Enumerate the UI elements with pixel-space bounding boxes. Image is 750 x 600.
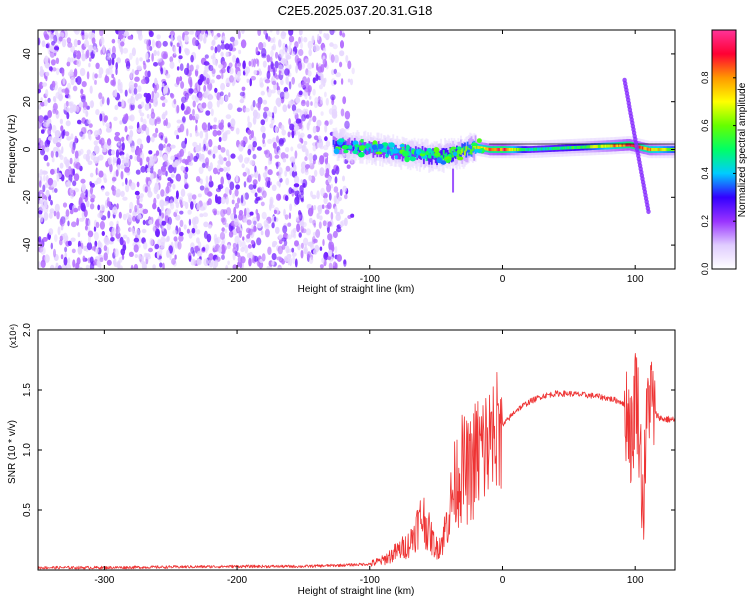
y-tick-label: 40: [22, 48, 33, 60]
y-tick-label: 0: [22, 146, 33, 152]
spectrogram-y-ticks: -40 -20 0 20 40: [22, 48, 675, 252]
snr-frame: [37, 329, 676, 571]
signal-ridge: [332, 127, 675, 173]
colorbar-gradient: [711, 29, 737, 270]
y-tick-label: 0.5: [22, 503, 33, 517]
spectrogram-y-label: Frequency (Hz): [7, 115, 18, 184]
y-tick-label: -20: [22, 190, 33, 205]
x-tick-label: -300: [94, 575, 114, 586]
y-tick-label: 20: [22, 96, 33, 108]
y-tick-label: 1.5: [22, 383, 33, 397]
x-tick-label: -100: [360, 575, 380, 586]
snr-y-multiplier: (x10⁴): [8, 324, 18, 348]
colorbar-tick-label: 0.4: [700, 167, 710, 180]
snr-x-label: Height of straight line (km): [298, 586, 415, 597]
figure-title: C2E5.2025.037.20.31.G18: [278, 3, 433, 18]
colorbar-ticks: 0.0 0.2 0.4 0.6 0.8: [700, 72, 736, 276]
colorbar: 0.0 0.2 0.4 0.6 0.8 Normalized spectral ampl…: [700, 29, 748, 276]
colorbar-label: Normalized spectral amplitude: [737, 82, 748, 217]
noise-speckle: [38, 30, 355, 269]
spectrogram-heatmap: [38, 30, 675, 269]
colorbar-tick-label: 0.8: [700, 72, 710, 85]
noise-streak: [452, 168, 455, 193]
x-tick-label: -100: [360, 274, 380, 285]
y-tick-label: 2.0: [22, 323, 33, 337]
snr-y-ticks: 0.5 1.0 1.5 2.0: [22, 323, 675, 517]
y-tick-label: 1.0: [22, 443, 33, 457]
colorbar-tick-label: 0.0: [700, 263, 710, 276]
x-tick-label: 100: [627, 575, 644, 586]
x-tick-label: 100: [627, 274, 644, 285]
spectrogram-x-label: Height of straight line (km): [298, 284, 415, 295]
x-tick-label: -300: [94, 274, 114, 285]
snr-panel: -300 -200 -100 0 100 0.5 1.0 1.5 2.0 Height of …: [7, 323, 676, 597]
x-tick-label: 0: [500, 274, 506, 285]
colorbar-tick-label: 0.2: [700, 215, 710, 228]
snr-x-ticks: -300 -200 -100 0 100: [94, 330, 644, 586]
interference-line: [622, 77, 651, 215]
colorbar-tick-label: 0.6: [700, 119, 710, 132]
y-tick-label: -40: [22, 237, 33, 252]
x-tick-label: 0: [500, 575, 506, 586]
spectrogram-x-ticks: -300 -200 -100 0 100: [94, 30, 644, 285]
snr-y-label: SNR (10 * v/v): [7, 420, 18, 484]
x-tick-label: -200: [227, 575, 247, 586]
x-tick-label: -200: [227, 274, 247, 285]
snr-line: [38, 353, 675, 570]
